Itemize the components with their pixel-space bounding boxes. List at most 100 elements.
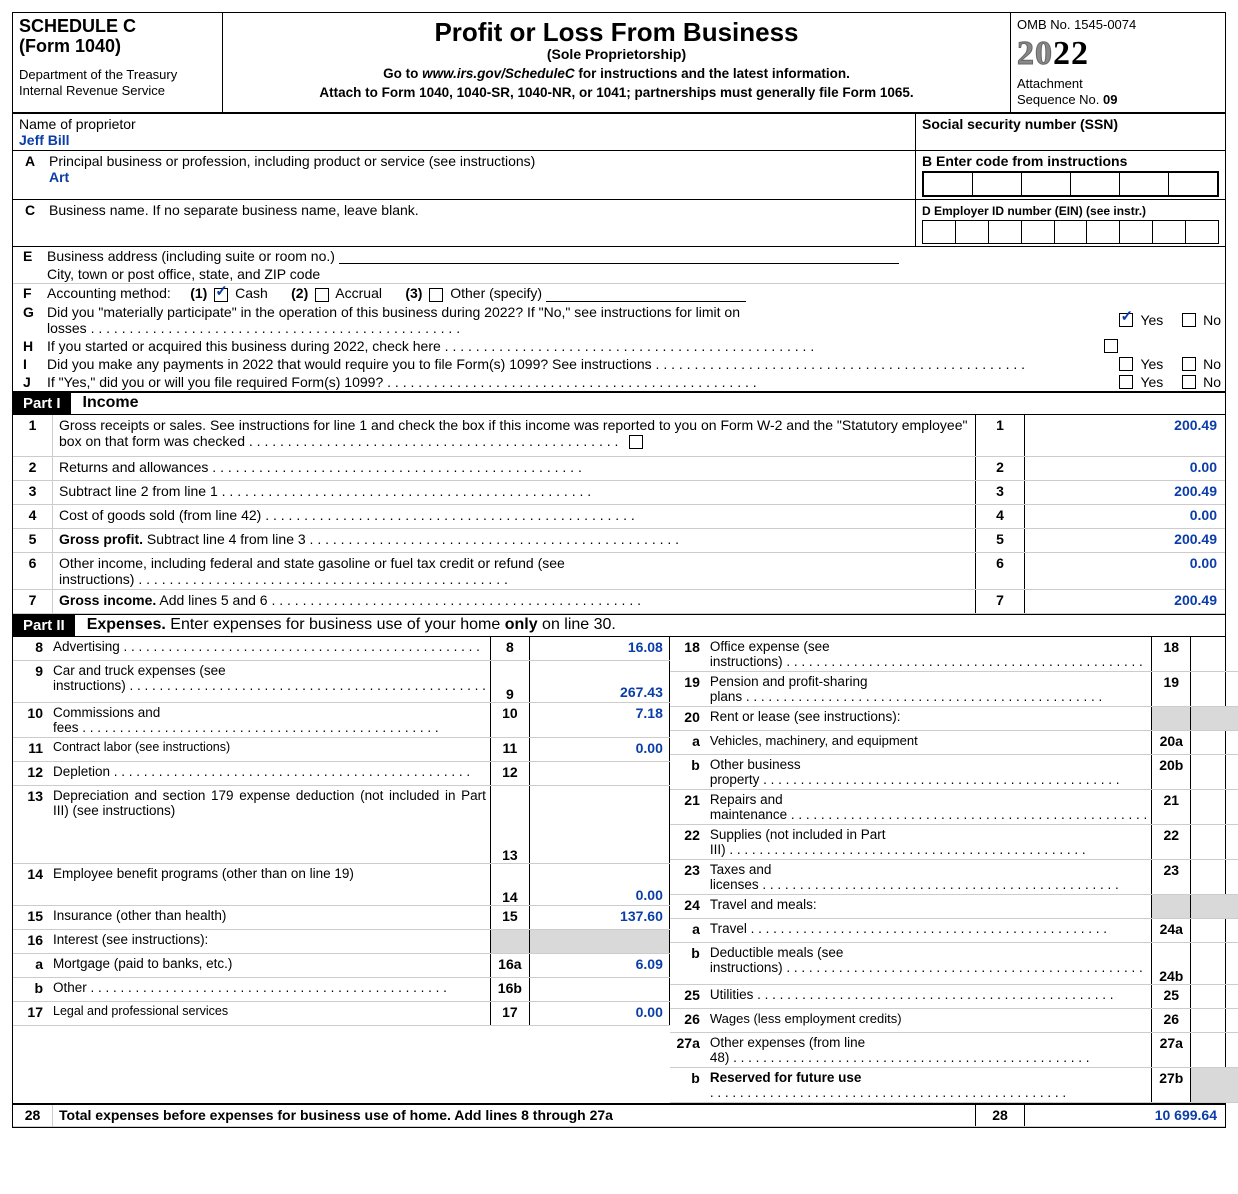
line-28-cutoff: 28 Total expenses before expenses for bu… [13,1103,1225,1127]
expense-section: 8Advertising816.08 9Car and truck expens… [13,637,1225,1103]
amt-17[interactable]: 0.00 [530,1002,670,1025]
line-7: 7 Gross income. Add lines 5 and 6 7 200.… [13,590,1225,614]
proprietor-label: Name of proprietor [19,116,909,132]
h-checkbox[interactable] [1104,339,1118,353]
amt-18[interactable]: 402.70 [1191,637,1238,671]
line-3-amount[interactable]: 200.49 [1025,481,1225,504]
row-c-d: C Business name. If no separate business… [13,200,1225,247]
amt-12[interactable] [530,762,670,785]
line-a-label: Principal business or profession, includ… [49,153,909,169]
sequence-line: Sequence No. 09 [1017,92,1219,108]
name-ssn-row: Name of proprietor Jeff Bill Social secu… [13,114,1225,151]
expense-right: 18Office expense (see instructions)18402… [670,637,1238,1103]
row-j: J If "Yes," did you or will you file req… [13,373,1225,391]
line-4: 4 Cost of goods sold (from line 42) 4 0.… [13,505,1225,529]
checkbox-accrual[interactable] [315,288,329,302]
line-6-amount[interactable]: 0.00 [1025,553,1225,589]
g-no-checkbox[interactable] [1182,313,1196,327]
ssn-block: Social security number (SSN) [915,114,1225,150]
amt-28[interactable]: 10 699.64 [1025,1105,1225,1126]
checkbox-other[interactable] [429,288,443,302]
letter-c: C [19,202,49,244]
income-section: 1 Gross receipts or sales. See instructi… [13,415,1225,614]
i-yes-checkbox[interactable] [1119,357,1133,371]
amt-20a[interactable]: 0.00 [1191,731,1238,754]
row-g: G Did you "materially participate" in th… [13,303,1225,337]
amt-15[interactable]: 137.60 [530,906,670,929]
row-e1: E Business address (including suite or r… [13,247,1225,265]
amt-16b[interactable] [530,978,670,1001]
line-6: 6 Other income, including federal and st… [13,553,1225,590]
amt-14[interactable]: 0.00 [530,864,670,905]
attach-line: Attach to Form 1040, 1040-SR, 1040-NR, o… [229,85,1004,100]
line-7-amount[interactable]: 200.49 [1025,590,1225,613]
omb-number: OMB No. 1545-0074 [1017,17,1219,33]
addr-field[interactable] [339,250,899,264]
line-1-amount[interactable]: 200.49 [1025,415,1225,456]
line-1: 1 Gross receipts or sales. See instructi… [13,415,1225,457]
block-b: B Enter code from instructions [915,151,1225,199]
amt-24a[interactable]: 208.00 [1191,919,1238,942]
form-title: Profit or Loss From Business [229,17,1004,48]
header-center: Profit or Loss From Business (Sole Propr… [223,13,1010,112]
j-no-checkbox[interactable] [1182,375,1196,389]
i-no-checkbox[interactable] [1182,357,1196,371]
line-5: 5 Gross profit. Subtract line 4 from lin… [13,529,1225,553]
proprietor-block: Name of proprietor Jeff Bill [13,114,915,150]
amt-10[interactable]: 7.18 [530,703,670,737]
amt-16a[interactable]: 6.09 [530,954,670,977]
other-specify-field[interactable] [546,288,746,302]
code-b-boxes[interactable] [922,171,1219,197]
form-header: SCHEDULE C (Form 1040) Department of the… [13,13,1225,114]
tax-year: 2022 [1017,33,1219,76]
ssn-label: Social security number (SSN) [922,116,1118,132]
header-right: OMB No. 1545-0074 2022 Attachment Sequen… [1010,13,1225,112]
block-d: D Employer ID number (EIN) (see instr.) [915,200,1225,246]
form-subtitle: (Sole Proprietorship) [229,46,1004,62]
line-c-label: Business name. If no separate business n… [49,202,909,218]
row-h: H If you started or acquired this busine… [13,337,1225,355]
attachment-label: Attachment [1017,76,1219,92]
row-f: F Accounting method: (1) Cash (2) Accrua… [13,283,1225,302]
amt-24b[interactable]: 441.65 [1191,943,1238,984]
line-c-value[interactable] [49,218,909,234]
dept-2: Internal Revenue Service [19,83,216,99]
amt-26[interactable] [1191,1009,1238,1032]
dept-1: Department of the Treasury [19,67,216,83]
rows-e-j: E Business address (including suite or r… [13,247,1225,391]
line-b-label: B Enter code from instructions [922,153,1127,169]
schedule-title-2: (Form 1040) [19,37,216,57]
amt-22[interactable]: 359.57 [1191,825,1238,859]
line-a-value[interactable]: Art [49,169,909,185]
amt-8[interactable]: 16.08 [530,637,670,660]
amt-19[interactable]: 0.00 [1191,672,1238,706]
g-yes-checkbox[interactable] [1119,313,1133,327]
amt-27a[interactable]: 7,306.76 [1191,1033,1238,1067]
letter-a: A [19,153,49,197]
amt-11[interactable]: 0.00 [530,738,670,761]
checkbox-cash[interactable] [214,288,228,302]
amt-20b[interactable]: 0.00 [1191,755,1238,789]
line-5-amount[interactable]: 200.49 [1025,529,1225,552]
j-yes-checkbox[interactable] [1119,375,1133,389]
line-4-amount[interactable]: 0.00 [1025,505,1225,528]
line-2: 2 Returns and allowances 2 0.00 [13,457,1225,481]
amt-9[interactable]: 267.43 [530,661,670,702]
header-left: SCHEDULE C (Form 1040) Department of the… [13,13,223,112]
line-3: 3 Subtract line 2 from line 1 3 200.49 [13,481,1225,505]
schedule-title-1: SCHEDULE C [19,17,216,37]
schedule-c-form: SCHEDULE C (Form 1040) Department of the… [12,12,1226,1128]
amt-21[interactable]: 0.00 [1191,790,1238,824]
w2-checkbox[interactable] [629,435,643,449]
part-ii-bar: Part II Expenses. Enter expenses for bus… [13,614,1225,637]
amt-23[interactable]: 62.00 [1191,860,1238,894]
amt-25[interactable]: 1,484.58 [1191,985,1238,1008]
row-e2: City, town or post office, state, and ZI… [13,265,1225,283]
part-i-bar: Part I Income [13,392,1225,415]
line-d-label: D Employer ID number (EIN) (see instr.) [922,204,1146,218]
line-2-amount[interactable]: 0.00 [1025,457,1225,480]
proprietor-name[interactable]: Jeff Bill [19,132,909,148]
amt-13[interactable] [530,786,670,863]
code-d-boxes[interactable] [922,220,1219,244]
row-i: I Did you make any payments in 2022 that… [13,355,1225,373]
